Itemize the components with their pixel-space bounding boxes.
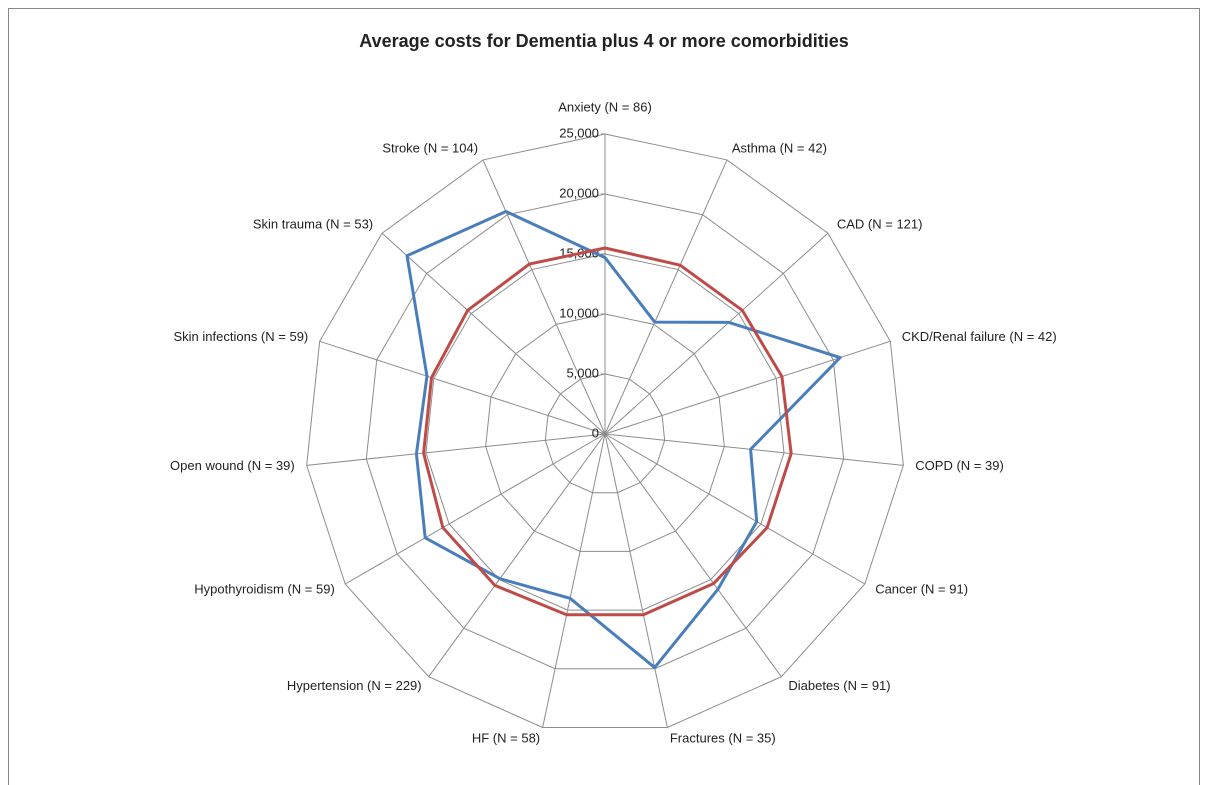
grid-ring: [306, 133, 904, 728]
spoke: [319, 340, 606, 435]
axis-label: HF (N = 58): [472, 731, 540, 746]
spoke: [344, 433, 606, 585]
grid-ring: [544, 373, 666, 494]
radial-tick-label: 20,000: [559, 185, 599, 200]
grid-ring: [425, 253, 785, 611]
radial-tick-label: 0: [592, 425, 599, 440]
axis-label: CKD/Renal failure (N = 42): [902, 329, 1057, 344]
radial-tick-label: 25,000: [559, 125, 599, 140]
spoke: [604, 433, 668, 728]
series-line: [405, 209, 842, 670]
spoke: [604, 159, 728, 435]
axis-label: Open wound (N = 39): [170, 458, 295, 473]
axis-label: Fractures (N = 35): [670, 731, 776, 746]
spoke: [381, 232, 606, 435]
axis-label: Skin infections (N = 59): [174, 329, 309, 344]
spoke: [428, 433, 606, 677]
spoke: [604, 433, 782, 677]
radial-tick-label: 10,000: [559, 305, 599, 320]
spoke: [542, 433, 606, 728]
axis-label: COPD (N = 39): [915, 458, 1004, 473]
grid-ring: [485, 313, 725, 552]
axis-label: Asthma (N = 42): [732, 140, 827, 155]
axis-label: Hypothyroidism (N = 59): [194, 581, 335, 596]
chart-border: [8, 8, 1200, 785]
chart-title: Average costs for Dementia plus 4 or mor…: [359, 31, 848, 51]
axis-label: Anxiety (N = 86): [558, 99, 652, 114]
spoke: [604, 433, 904, 466]
spoke: [604, 340, 891, 435]
axis-label: Skin trauma (N = 53): [253, 217, 373, 232]
grid-ring: [365, 193, 845, 670]
spoke: [604, 232, 829, 435]
axis-label: Diabetes (N = 91): [788, 678, 890, 693]
axis-label: Hypertension (N = 229): [287, 678, 422, 693]
axis-label: Stroke (N = 104): [382, 140, 478, 155]
spoke: [306, 433, 606, 466]
axis-label: Cancer (N = 91): [875, 581, 968, 596]
spoke: [482, 159, 606, 435]
axis-label: CAD (N = 121): [837, 217, 923, 232]
radial-tick-label: 5,000: [566, 365, 599, 380]
series-line: [422, 246, 793, 617]
spoke: [604, 433, 866, 585]
